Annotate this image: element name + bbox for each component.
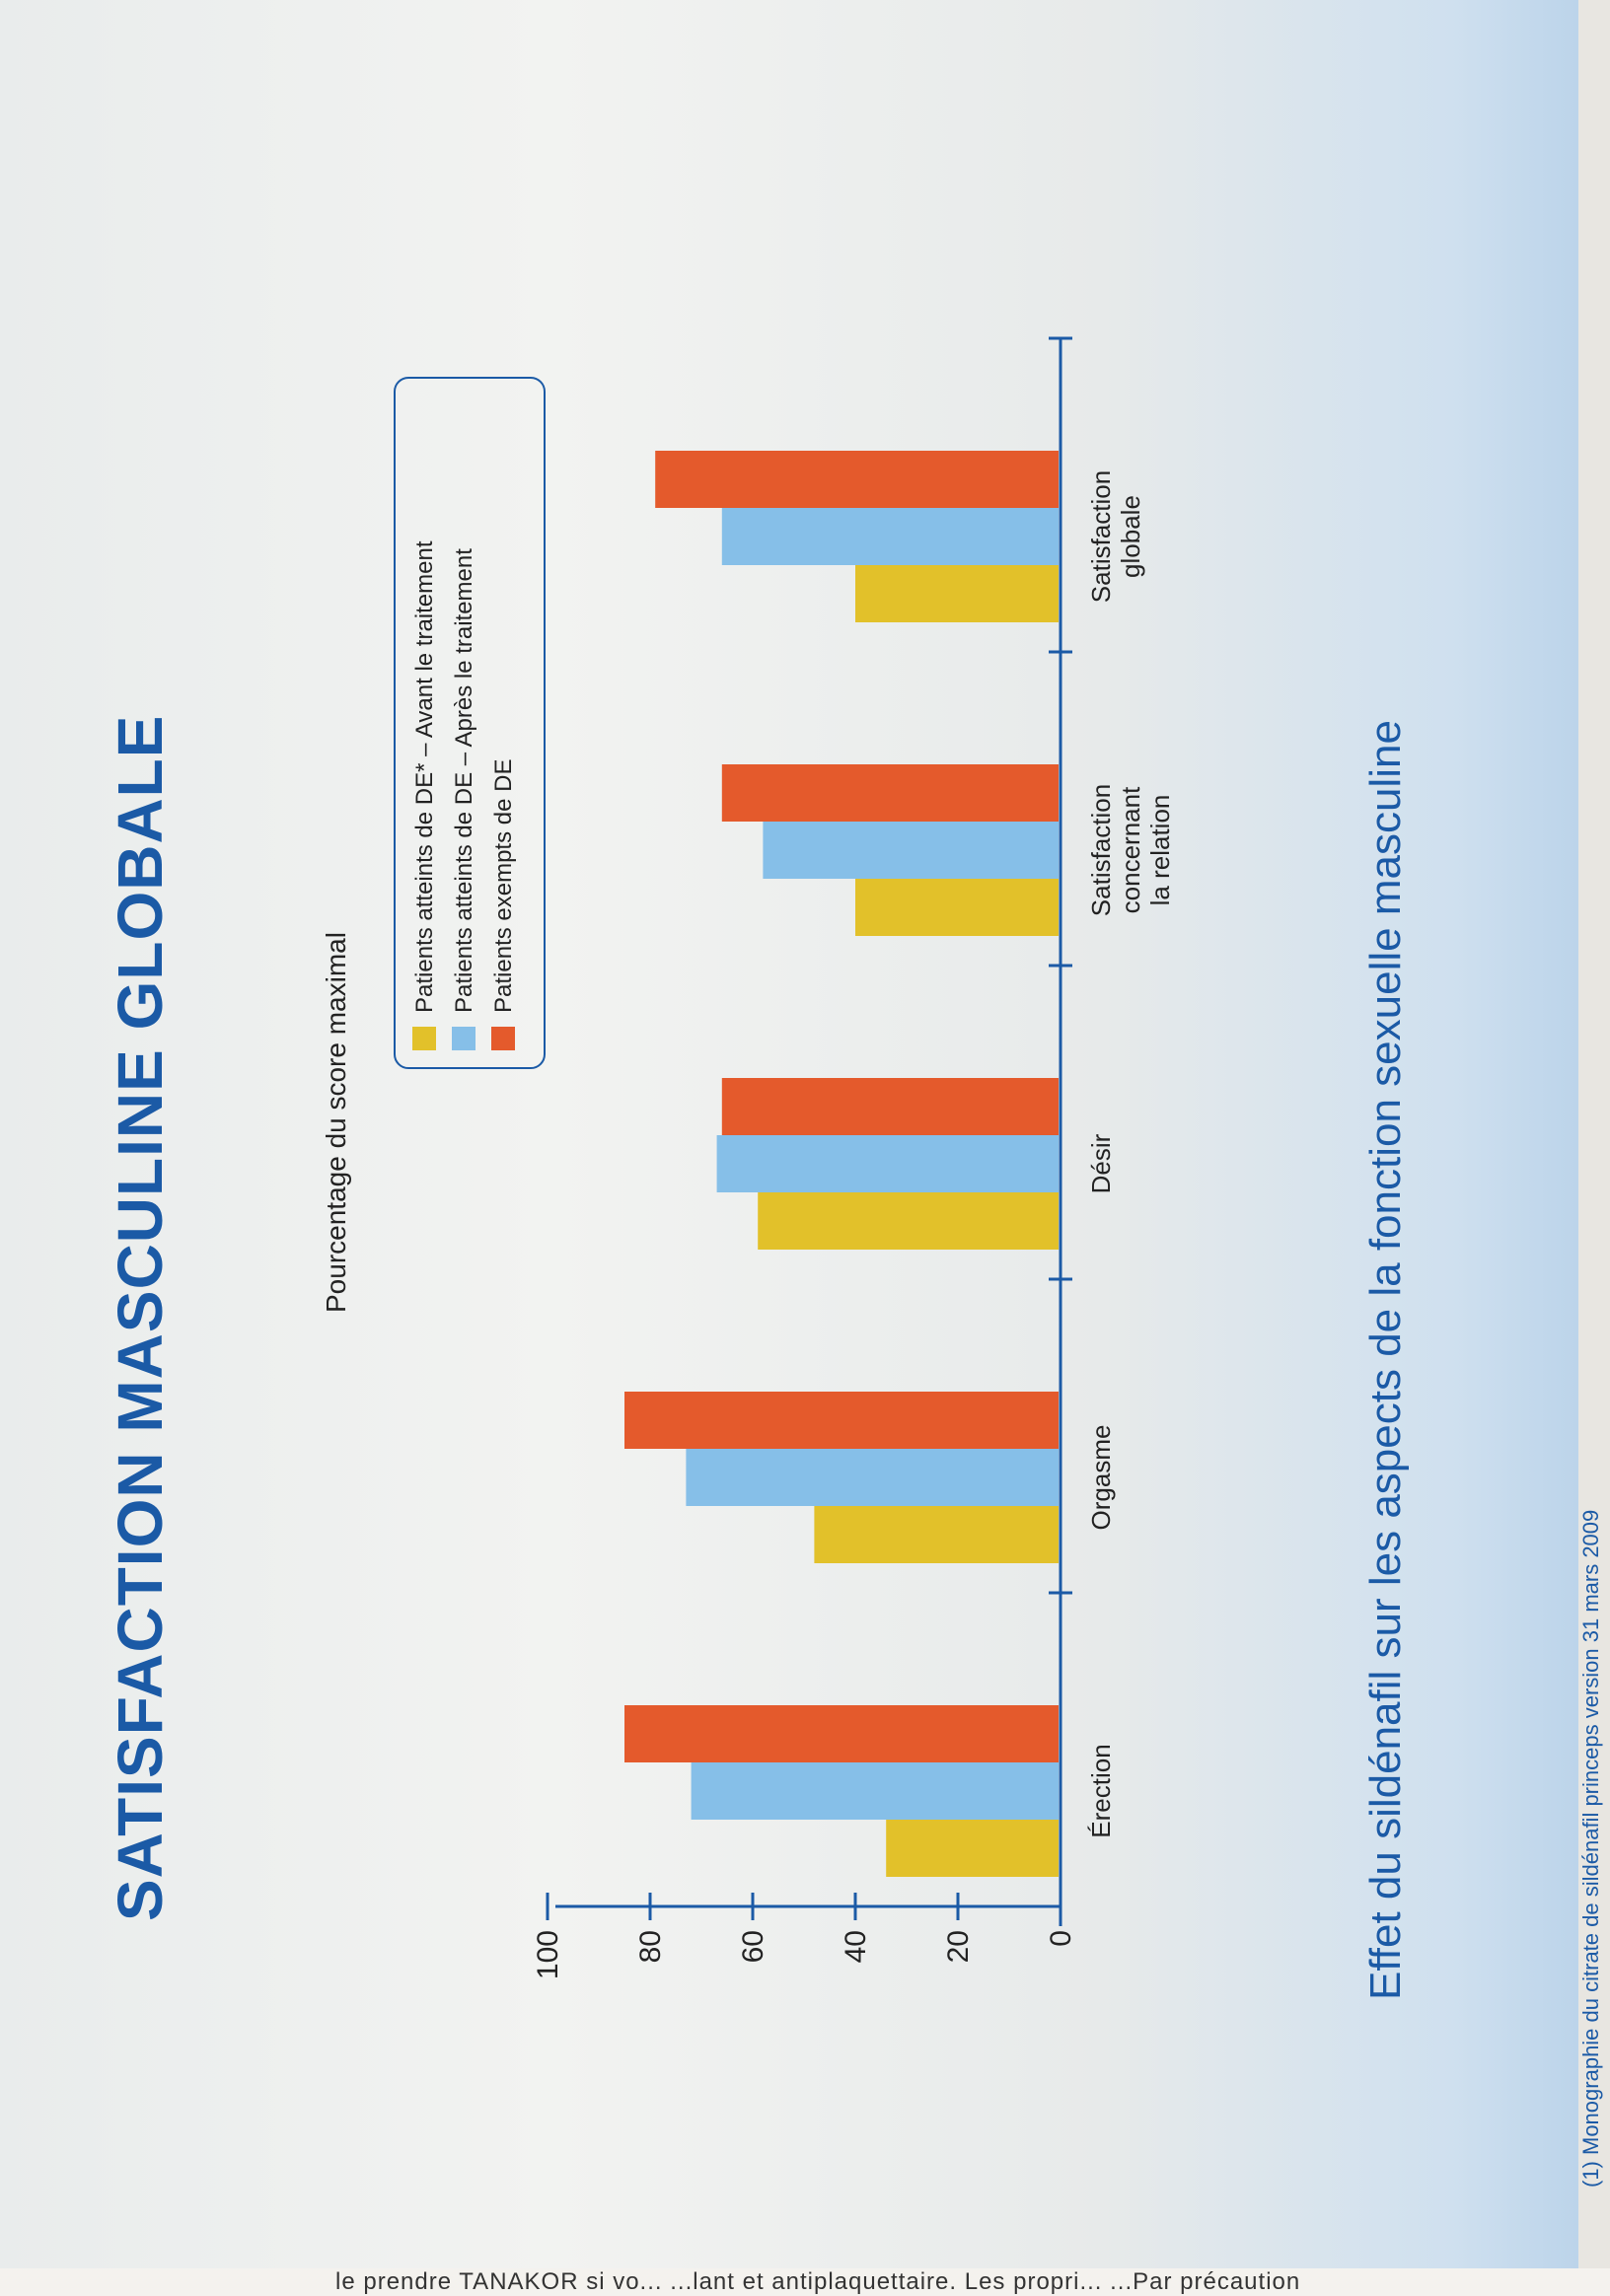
y-tick-label: 40 — [840, 1930, 872, 1963]
legend-swatch — [452, 1027, 476, 1050]
legend-swatch — [491, 1027, 515, 1050]
bar-no-de — [624, 1392, 1059, 1449]
bar-before-treatment — [855, 879, 1059, 936]
legend-label: Patients atteints de DE* – Avant le trai… — [411, 540, 438, 1013]
y-tick-label: 60 — [737, 1930, 769, 1963]
bar-before-treatment — [855, 565, 1059, 622]
bar-no-de — [721, 764, 1059, 822]
bar-before-treatment — [814, 1506, 1060, 1563]
x-tick-label: Satisfaction — [1086, 784, 1116, 916]
y-tick-label: 0 — [1045, 1930, 1077, 1947]
bar-no-de — [721, 1078, 1059, 1135]
underlying-page-edge — [1578, 0, 1610, 2296]
x-tick-label: la relation — [1145, 795, 1175, 906]
legend-swatch — [412, 1027, 436, 1050]
legend-label: Patients atteints de DE – Après le trait… — [451, 548, 477, 1013]
y-axis-label: Pourcentage du score maximal — [321, 932, 351, 1313]
chart-caption: Effet du sildénafil sur les aspects de l… — [1361, 720, 1410, 2000]
footnote: (1) Monographie du citrate de sildénafil… — [1578, 1509, 1603, 2188]
underlying-page-strip — [0, 2268, 1610, 2296]
x-tick-label: concernant — [1116, 786, 1145, 913]
bar-no-de — [655, 451, 1059, 508]
bar-after-treatment — [763, 822, 1060, 879]
bar-after-treatment — [691, 1762, 1059, 1820]
bar-before-treatment — [886, 1820, 1060, 1877]
legend-box — [394, 377, 546, 1069]
x-tick-label: globale — [1116, 495, 1145, 578]
y-tick-label: 80 — [634, 1930, 667, 1963]
bar-after-treatment — [721, 508, 1059, 565]
y-tick-label: 20 — [942, 1930, 975, 1963]
legend-label: Patients exempts de DE — [490, 759, 517, 1013]
bar-after-treatment — [686, 1449, 1060, 1506]
bar-no-de — [624, 1705, 1059, 1762]
underlying-page-text: le prendre TANAKOR si vo... ...lant et a… — [335, 2268, 1301, 2295]
x-tick-label: Désir — [1086, 1133, 1116, 1193]
x-tick-label: Orgasme — [1086, 1425, 1116, 1531]
y-tick-label: 100 — [532, 1930, 564, 1979]
x-tick-label: Érection — [1086, 1744, 1116, 1837]
bar-after-treatment — [716, 1135, 1059, 1192]
bar-before-treatment — [758, 1192, 1059, 1250]
x-tick-label: Satisfaction — [1086, 470, 1116, 603]
